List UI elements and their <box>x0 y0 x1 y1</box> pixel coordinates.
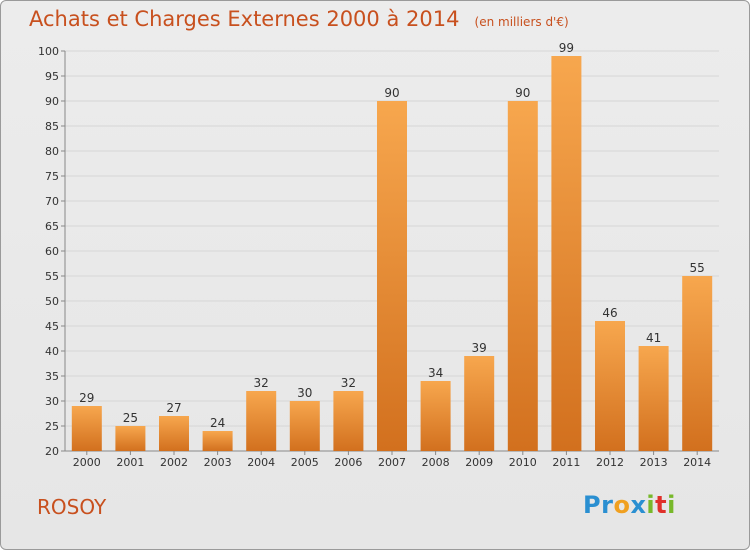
x-tick-label: 2010 <box>509 456 537 469</box>
bar-value-label: 46 <box>602 306 617 320</box>
chart-title: Achats et Charges Externes 2000 à 2014 <box>29 7 460 31</box>
logo-letter: i <box>667 491 676 519</box>
y-tick-label: 45 <box>45 320 59 333</box>
y-tick-label: 35 <box>45 370 59 383</box>
bar-value-label: 90 <box>384 86 399 100</box>
bar <box>682 276 713 451</box>
bar <box>159 416 189 451</box>
labels: 20 25 30 35 40 45 50 55 60 65 70 75 80 85 90 95 100 29 200… <box>38 41 711 469</box>
bar <box>202 431 233 451</box>
logo-letter: r <box>601 491 614 519</box>
x-tick-label: 2004 <box>247 456 275 469</box>
x-tick-label: 2002 <box>160 456 188 469</box>
x-tick-label: 2011 <box>552 456 580 469</box>
y-tick-label: 40 <box>45 345 59 358</box>
bar-value-label: 39 <box>472 341 487 355</box>
y-tick-label: 85 <box>45 120 59 133</box>
y-tick-label: 60 <box>45 245 59 258</box>
bar-value-label: 55 <box>690 261 705 275</box>
y-tick-label: 50 <box>45 295 59 308</box>
x-tick-label: 2008 <box>422 456 450 469</box>
bar-value-label: 30 <box>297 386 312 400</box>
bar-value-label: 32 <box>341 376 356 390</box>
logo-letter: x <box>630 491 647 519</box>
bar-value-label: 32 <box>254 376 269 390</box>
bar-value-label: 99 <box>559 41 574 55</box>
logo-letter: o <box>613 491 631 519</box>
logo-letter: i <box>646 491 656 519</box>
x-tick-label: 2003 <box>204 456 232 469</box>
y-tick-label: 70 <box>45 195 59 208</box>
x-tick-label: 2009 <box>465 456 493 469</box>
commune-name: ROSOY <box>37 495 107 519</box>
bar-value-label: 24 <box>210 416 225 430</box>
bar <box>507 101 538 451</box>
bar <box>638 346 669 451</box>
bar-value-label: 25 <box>123 411 138 425</box>
y-tick-label: 80 <box>45 145 59 158</box>
unit-label: (en milliers d'€) <box>474 15 569 29</box>
y-tick-label: 75 <box>45 170 59 183</box>
logo-letter: P <box>583 491 602 519</box>
logo-letter: t <box>655 491 668 519</box>
x-tick-label: 2001 <box>116 456 144 469</box>
bar-value-label: 27 <box>166 401 181 415</box>
y-tick-label: 95 <box>45 70 59 83</box>
x-tick-label: 2000 <box>73 456 101 469</box>
bar-value-label: 29 <box>79 391 94 405</box>
bar <box>289 401 320 451</box>
y-tick-label: 100 <box>38 45 59 58</box>
y-tick-label: 20 <box>45 445 59 458</box>
bar <box>551 56 582 451</box>
x-tick-label: 2012 <box>596 456 624 469</box>
bar <box>71 406 102 451</box>
bar-value-label: 34 <box>428 366 443 380</box>
bar <box>464 356 495 451</box>
bar <box>377 101 407 451</box>
bar <box>115 426 146 451</box>
x-tick-label: 2013 <box>640 456 668 469</box>
bar <box>595 321 625 451</box>
x-tick-label: 2006 <box>334 456 362 469</box>
bar <box>246 391 277 451</box>
y-tick-label: 25 <box>45 420 59 433</box>
bar-value-label: 90 <box>515 86 530 100</box>
y-tick-label: 90 <box>45 95 59 108</box>
proxiti-logo: Proxiti <box>583 491 676 519</box>
y-tick-label: 55 <box>45 270 59 283</box>
x-tick-label: 2007 <box>378 456 406 469</box>
bar <box>420 381 451 451</box>
y-tick-label: 30 <box>45 395 59 408</box>
x-tick-label: 2005 <box>291 456 319 469</box>
bars <box>71 56 713 451</box>
bar-value-label: 41 <box>646 331 661 345</box>
bar <box>333 391 364 451</box>
x-tick-label: 2014 <box>683 456 711 469</box>
title-block: Achats et Charges Externes 2000 à 2014 (… <box>29 7 569 31</box>
y-tick-label: 65 <box>45 220 59 233</box>
